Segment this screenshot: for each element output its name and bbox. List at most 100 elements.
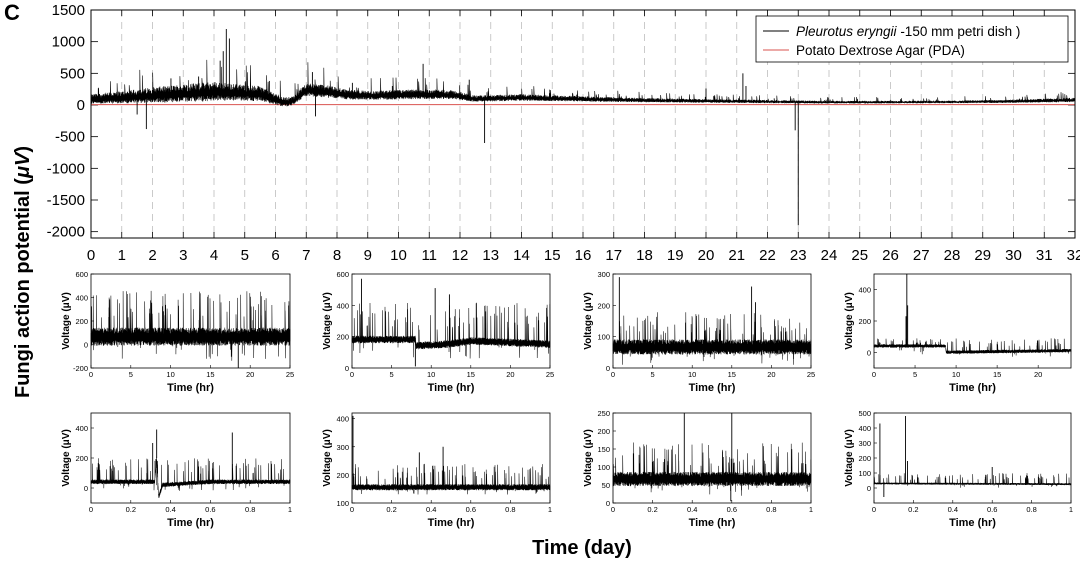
- sub-y-tick-label: 100: [597, 463, 610, 472]
- x-tick-label: 17: [605, 247, 622, 264]
- sub-y-tick-label: 200: [597, 301, 610, 310]
- sub-x-axis-label: Time (hr): [949, 517, 996, 529]
- sub-y-tick-label: -200: [73, 364, 88, 373]
- sub-y-tick-label: 300: [336, 443, 349, 452]
- sub-x-tick-label: 0.8: [505, 505, 515, 514]
- sub-y-axis-label: Voltage (μV): [844, 429, 855, 487]
- sub-x-tick-label: 15: [467, 370, 475, 379]
- sub-y-tick-label: 400: [336, 415, 349, 424]
- x-tick-label: 32: [1067, 247, 1080, 264]
- x-tick-label: 10: [390, 247, 407, 264]
- sub-x-tick-label: 0.8: [766, 505, 776, 514]
- sub-x-tick-label: 15: [728, 370, 736, 379]
- sub-x-tick-label: 0: [611, 505, 615, 514]
- sub-x-tick-label: 0: [872, 370, 876, 379]
- sub-x-tick-label: 0: [611, 370, 615, 379]
- sub-x-axis-label: Time (hr): [689, 382, 736, 394]
- x-tick-label: 15: [544, 247, 561, 264]
- sub-x-axis-label: Time (hr): [428, 517, 475, 529]
- legend-box: [755, 15, 1069, 63]
- sub-x-axis-label: Time (hr): [689, 517, 736, 529]
- sub-x-tick-label: 5: [390, 370, 394, 379]
- x-tick-label: 5: [241, 247, 249, 264]
- sub-y-tick-label: 400: [75, 424, 88, 433]
- sub-x-tick-label: 0: [89, 370, 93, 379]
- x-tick-label: 29: [974, 247, 991, 264]
- sub-x-tick-label: 25: [546, 370, 554, 379]
- y-tick-label: 1500: [52, 2, 85, 19]
- sub-y-tick-label: 200: [75, 317, 88, 326]
- y-tick-label: 1000: [52, 34, 85, 51]
- sub-x-tick-label: 25: [286, 370, 294, 379]
- sub-x-tick-label: 15: [206, 370, 214, 379]
- sub-y-tick-label: 200: [336, 471, 349, 480]
- sub-series-line: [873, 338, 1072, 357]
- sub-series-line: [873, 473, 1072, 488]
- sub-plot-frame: [873, 412, 1072, 504]
- sub-x-tick-label: 15: [993, 370, 1001, 379]
- sub-plot-frame: [873, 273, 1072, 369]
- sub-x-axis-label: Time (hr): [428, 382, 475, 394]
- sub-y-tick-label: 100: [597, 333, 610, 342]
- series-fungi-line: [90, 59, 1076, 107]
- x-tick-label: 28: [944, 247, 961, 264]
- sub-x-tick-label: 0.4: [948, 505, 958, 514]
- sub-x-tick-label: 20: [1034, 370, 1042, 379]
- sub-y-axis-label: Voltage (μV): [583, 292, 594, 350]
- sub-y-tick-label: 200: [336, 333, 349, 342]
- sub-y-axis-label: Voltage (μV): [322, 429, 333, 487]
- x-tick-label: 8: [333, 247, 341, 264]
- x-tick-label: 6: [271, 247, 279, 264]
- x-tick-label: 7: [302, 247, 310, 264]
- sub-x-tick-label: 0: [872, 505, 876, 514]
- sub-y-axis-label: Voltage (μV): [61, 292, 72, 350]
- sub-series-line: [351, 302, 551, 359]
- sub-y-tick-label: 300: [858, 439, 871, 448]
- sub-x-tick-label: 10: [427, 370, 435, 379]
- sub-x-tick-label: 10: [166, 370, 174, 379]
- x-tick-label: 2: [148, 247, 156, 264]
- legend-species-rest: -150 mm petri dish ): [897, 24, 1021, 39]
- y-tick-label: -1500: [47, 192, 85, 209]
- sub-chart-8: 0 0.2 0.4 0.6 0.8 1 0 100 200 300 400 500 Time (hr) V…: [844, 409, 1073, 529]
- sub-series-line: [90, 456, 291, 498]
- x-tick-label: 24: [821, 247, 838, 264]
- sub-chart-7: 0 0.2 0.4 0.6 0.8 1 0 50 100 150 200 250 Time (hr) Vo…: [583, 409, 813, 529]
- sub-plot-frame: [90, 412, 291, 504]
- x-tick-label: 3: [179, 247, 187, 264]
- sub-x-tick-label: 0: [89, 505, 93, 514]
- sub-x-tick-label: 1: [809, 505, 813, 514]
- sub-y-axis-label: Voltage (μV): [583, 429, 594, 487]
- x-tick-label: 9: [364, 247, 372, 264]
- sub-y-tick-label: 400: [858, 424, 871, 433]
- sub-y-tick-label: 600: [336, 270, 349, 279]
- sub-x-tick-label: 1: [1069, 505, 1073, 514]
- panel-label: C: [4, 0, 20, 25]
- sub-x-tick-label: 0.4: [426, 505, 436, 514]
- sub-y-axis-label: Voltage (μV): [844, 292, 855, 350]
- x-tick-label: 25: [851, 247, 868, 264]
- x-tick-label: 26: [882, 247, 899, 264]
- x-tick-label: 0: [87, 247, 95, 264]
- sub-y-tick-label: 100: [858, 469, 871, 478]
- sub-y-tick-label: 400: [336, 301, 349, 310]
- sub-y-tick-label: 100: [336, 499, 349, 508]
- sub-x-tick-label: 1: [288, 505, 292, 514]
- y-tick-label: -1000: [47, 160, 85, 177]
- x-tick-label: 31: [1036, 247, 1053, 264]
- sub-y-tick-label: 200: [858, 317, 871, 326]
- sub-x-axis-label: Time (hr): [167, 517, 214, 529]
- sub-y-tick-label: 200: [858, 454, 871, 463]
- sub-series-line: [612, 442, 812, 496]
- sub-x-tick-label: 20: [246, 370, 254, 379]
- sub-x-tick-label: 0.2: [386, 505, 396, 514]
- sub-y-tick-label: 200: [597, 427, 610, 436]
- sub-series-line: [612, 312, 812, 365]
- main-chart: 0 1 2 3 4 5 6 7 8 9 10 11 12 13 14 15 16 17 18 19 20 21 22 23 24…: [47, 2, 1080, 264]
- y-tick-label: 500: [60, 65, 85, 82]
- legend: Pleurotus eryngii -150 mm petri dish ) Po…: [755, 15, 1069, 63]
- x-tick-label: 1: [118, 247, 126, 264]
- sub-x-tick-label: 0.6: [205, 505, 215, 514]
